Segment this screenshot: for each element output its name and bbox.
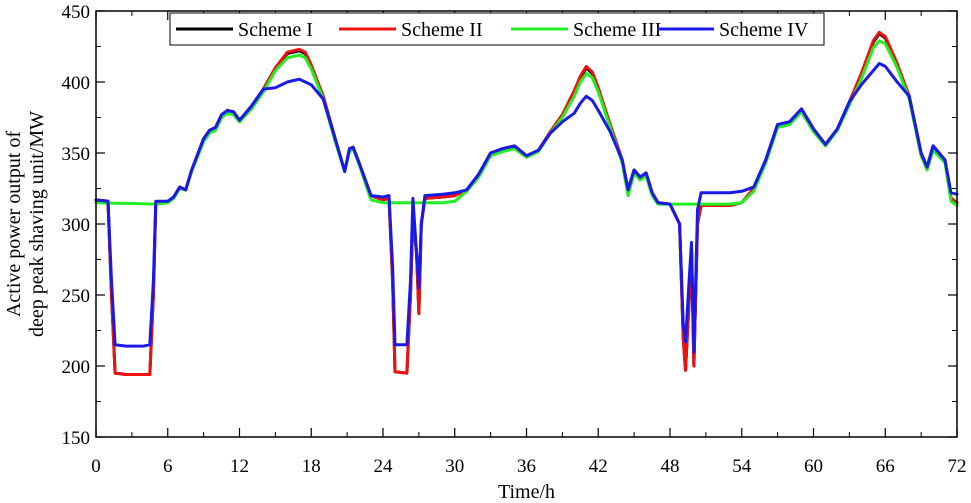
y-tick-label: 150	[62, 428, 91, 449]
series-line-1	[94, 32, 959, 376]
y-tick-label: 350	[62, 144, 91, 165]
y-tick-label: 200	[62, 357, 91, 378]
series-line-4	[94, 62, 959, 354]
series-line-2	[94, 30, 959, 376]
legend-label-scheme-iii: Scheme III	[573, 19, 661, 41]
y-axis-title-line-2: deep peak shaving unit/MW	[26, 111, 48, 337]
y-axis: 150 200 250 300 350 400 450	[62, 2, 957, 449]
x-tick-label: 42	[589, 456, 608, 477]
y-tick-label: 300	[62, 215, 91, 236]
x-tick-label: 24	[374, 456, 394, 477]
x-tick-label: 12	[230, 456, 249, 477]
legend-label-scheme-ii: Scheme II	[401, 19, 483, 41]
x-axis-title: Time/h	[498, 481, 555, 503]
y-tick-label: 450	[62, 2, 91, 23]
x-tick-label: 72	[948, 456, 967, 477]
legend-box	[169, 12, 825, 46]
y-tick-label: 250	[62, 286, 91, 307]
x-axis: 0 6 12 18 24 30 36 42 48 54 60 66 72	[91, 11, 967, 477]
x-tick-label: 30	[445, 456, 464, 477]
x-tick-label: 6	[163, 456, 173, 477]
legend-label-scheme-iv: Scheme IV	[719, 19, 809, 41]
series-line-3	[94, 39, 959, 207]
y-tick-label: 400	[62, 73, 91, 94]
legend: Scheme I Scheme II Scheme III Scheme IV	[169, 12, 825, 46]
legend-label-scheme-i: Scheme I	[238, 19, 313, 41]
x-tick-label: 60	[804, 456, 823, 477]
series-lines	[94, 30, 959, 376]
y-axis-title: Active power output of deep peak shaving…	[3, 111, 48, 337]
x-tick-label: 0	[91, 456, 101, 477]
x-tick-label: 48	[661, 456, 680, 477]
plot-frame	[95, 10, 958, 438]
x-tick-label: 18	[302, 456, 321, 477]
x-tick-label: 36	[517, 456, 536, 477]
y-axis-title-line-1: Active power output of	[3, 131, 25, 317]
x-tick-label: 54	[732, 456, 752, 477]
x-tick-label: 66	[876, 456, 895, 477]
